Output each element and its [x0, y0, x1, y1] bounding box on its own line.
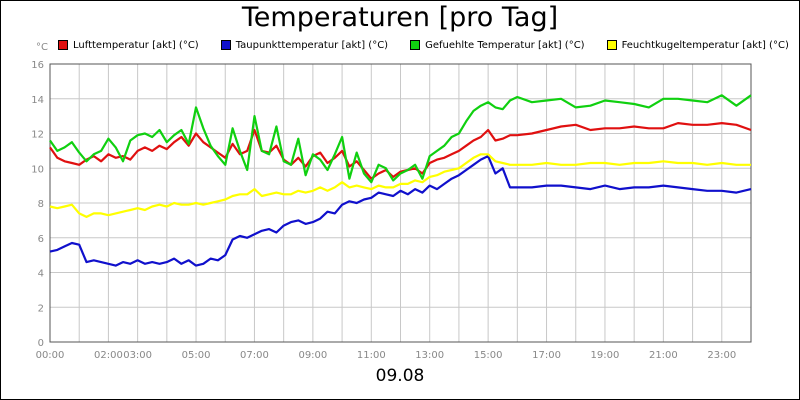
series-line-1 — [49, 121, 752, 180]
x-tick-label: 19:00 — [591, 350, 620, 361]
y-tick-label: 14 — [31, 95, 44, 106]
legend-swatch — [58, 40, 68, 50]
y-tick-label: 8 — [38, 199, 44, 210]
y-tick-label: 12 — [31, 130, 44, 141]
legend-item: Lufttemperatur [akt] (°C) — [58, 38, 199, 52]
legend: Lufttemperatur [akt] (°C) Taupunkttempera… — [58, 38, 800, 52]
chart-title: Temperaturen [pro Tag] — [241, 2, 559, 33]
y-tick-label: 10 — [31, 164, 44, 175]
y-axis-unit: °C — [36, 42, 48, 53]
x-tick-label: 15:00 — [474, 350, 503, 361]
x-tick-label: 02:00 — [94, 350, 123, 361]
x-tick-label: 07:00 — [240, 350, 269, 361]
y-tick-label: 4 — [38, 269, 44, 280]
legend-label: Taupunkttemperatur [akt] (°C) — [235, 39, 389, 51]
y-tick-label: 0 — [38, 338, 44, 349]
legend-item: Feuchtkugeltemperatur [akt] (°C) — [606, 38, 789, 52]
y-tick-label: 2 — [38, 303, 44, 314]
x-tick-label: 03:00 — [123, 350, 152, 361]
x-tick-label: 05:00 — [182, 350, 211, 361]
series-line-3 — [49, 94, 752, 184]
y-tick-label: 16 — [31, 60, 44, 71]
legend-swatch — [410, 40, 421, 50]
legend-swatch — [606, 40, 617, 50]
x-tick-label: 00:00 — [36, 350, 65, 361]
legend-label: Feuchtkugeltemperatur [akt] (°C) — [621, 39, 789, 51]
x-tick-label: 23:00 — [707, 350, 736, 361]
axis-border — [49, 63, 752, 343]
legend-label: Gefuehlte Temperatur [akt] (°C) — [425, 39, 585, 51]
legend-item: Gefuehlte Temperatur [akt] (°C) — [410, 38, 585, 52]
series-line-2 — [49, 155, 752, 267]
x-tick-label: 11:00 — [357, 350, 386, 361]
x-tick-label: 21:00 — [649, 350, 678, 361]
series-line-4 — [49, 153, 751, 218]
date-label: 09.08 — [375, 366, 425, 386]
x-tick-label: 17:00 — [532, 350, 561, 361]
legend-label: Lufttemperatur [akt] (°C) — [73, 39, 199, 51]
legend-item: Taupunkttemperatur [akt] (°C) — [220, 38, 389, 52]
legend-swatch — [220, 40, 231, 50]
x-tick-label: 09:00 — [298, 350, 327, 361]
y-tick-label: 6 — [38, 234, 44, 245]
x-tick-label: 13:00 — [415, 350, 444, 361]
